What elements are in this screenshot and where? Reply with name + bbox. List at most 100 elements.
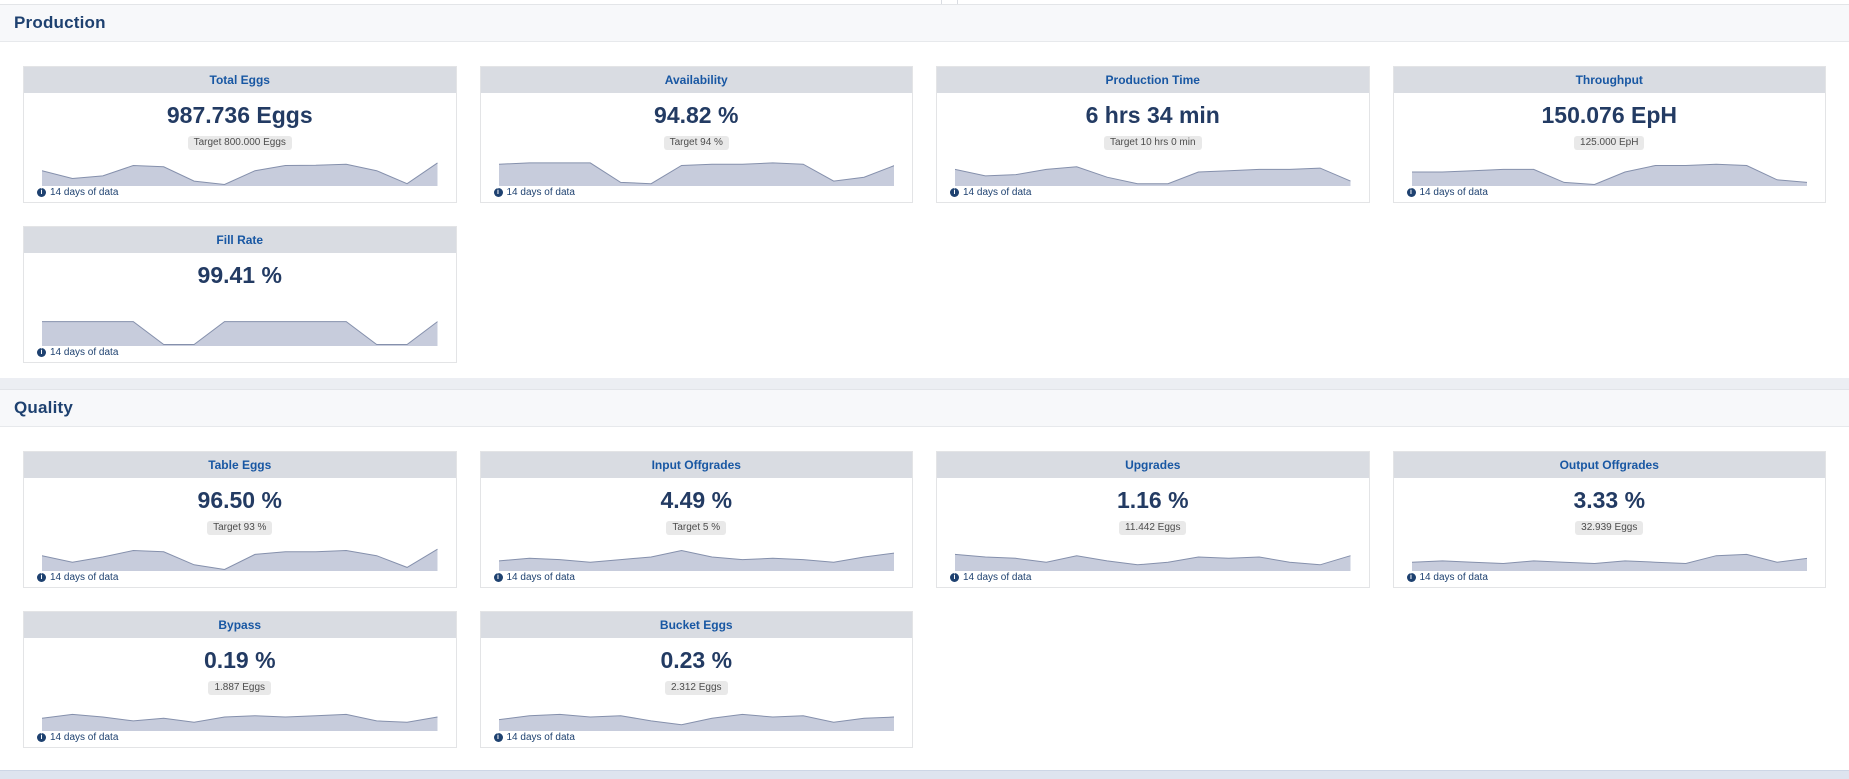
days-of-data-label: 14 days of data — [50, 572, 119, 583]
sparkline-chart — [42, 535, 438, 571]
section-quality: Quality Table Eggs 96.50 % Target 93 % i… — [0, 363, 1849, 748]
kpi-card-title: Bypass — [218, 618, 262, 632]
kpi-card-footer: i 14 days of data — [24, 186, 456, 202]
info-icon[interactable]: i — [37, 348, 46, 357]
kpi-card-header: Availability — [480, 67, 912, 93]
kpi-card[interactable]: Bucket Eggs 0.23 % 2.312 Eggs i 14 days … — [479, 611, 913, 748]
kpi-card[interactable]: Table Eggs 96.50 % Target 93 % i 14 days… — [23, 451, 457, 588]
top-divider-tick — [957, 0, 958, 4]
sparkline-chart — [42, 310, 438, 346]
days-of-data-label: 14 days of data — [963, 187, 1032, 198]
kpi-card-title: Output Offgrades — [1559, 458, 1659, 472]
kpi-card-header: Upgrades — [937, 452, 1369, 478]
kpi-card-footer: i 14 days of data — [481, 186, 913, 202]
kpi-badge-row: 32.939 Eggs — [1394, 517, 1826, 535]
sparkline-svg — [955, 158, 1351, 186]
kpi-badge-row: 11.442 Eggs — [937, 517, 1369, 535]
days-of-data-label: 14 days of data — [963, 572, 1032, 583]
kpi-card-title: Bucket Eggs — [659, 618, 733, 632]
kpi-card-footer: i 14 days of data — [24, 346, 456, 362]
kpi-badge-row: Target 800.000 Eggs — [24, 132, 456, 150]
sparkline-chart — [955, 535, 1351, 571]
info-icon[interactable]: i — [37, 733, 46, 742]
kpi-target-badge: Target 5 % — [666, 521, 727, 535]
top-divider-strip — [0, 0, 1849, 5]
info-icon[interactable]: i — [493, 733, 503, 742]
kpi-target-badge: 32.939 Eggs — [1575, 521, 1644, 535]
kpi-card-title: Total Eggs — [209, 73, 270, 87]
kpi-card-header: Throughput — [1393, 67, 1825, 93]
days-of-data-label: 14 days of data — [506, 187, 575, 198]
kpi-card[interactable]: Output Offgrades 3.33 % 32.939 Eggs i 14… — [1392, 451, 1826, 588]
kpi-badge-row: 1.887 Eggs — [24, 677, 456, 695]
kpi-target-badge: Target 93 % — [207, 521, 273, 535]
kpi-target-badge: Target 10 hrs 0 min — [1103, 136, 1202, 150]
kpi-card[interactable]: Input Offgrades 4.49 % Target 5 % i 14 d… — [479, 451, 913, 588]
kpi-card-title: Input Offgrades — [651, 458, 741, 472]
top-divider-tick — [941, 0, 942, 4]
sparkline-svg — [42, 543, 438, 571]
kpi-card[interactable]: Total Eggs 987.736 Eggs Target 800.000 E… — [23, 66, 457, 203]
kpi-card-footer: i 14 days of data — [1394, 571, 1826, 587]
section-header-production: Production — [0, 5, 1849, 42]
kpi-card[interactable]: Production Time 6 hrs 34 min Target 10 h… — [936, 66, 1370, 203]
days-of-data-label: 14 days of data — [50, 187, 119, 198]
kpi-card-footer: i 14 days of data — [937, 186, 1369, 202]
info-icon[interactable]: i — [493, 188, 503, 197]
kpi-card[interactable]: Bypass 0.19 % 1.887 Eggs i 14 days of da… — [23, 611, 457, 748]
info-icon[interactable]: i — [37, 573, 46, 582]
section-title: Production — [14, 13, 106, 32]
info-icon[interactable]: i — [493, 573, 503, 582]
sparkline-svg — [498, 543, 894, 571]
sparkline-chart — [1411, 150, 1807, 186]
kpi-target-badge: Target 94 % — [663, 136, 729, 150]
kpi-value: 3.33 % — [1573, 487, 1646, 513]
kpi-card-header: Bucket Eggs — [480, 612, 912, 638]
info-icon[interactable]: i — [950, 573, 959, 582]
sparkline-svg — [1411, 158, 1807, 186]
kpi-badge-row: Target 93 % — [24, 517, 456, 535]
sparkline-chart — [498, 695, 894, 731]
kpi-badge-row: 2.312 Eggs — [481, 677, 913, 695]
sparkline-chart — [1411, 535, 1807, 571]
section-production: Production Total Eggs 987.736 Eggs Targe… — [0, 5, 1849, 363]
kpi-card[interactable]: Availability 94.82 % Target 94 % i 14 da… — [479, 66, 913, 203]
kpi-card[interactable]: Upgrades 1.16 % 11.442 Eggs i 14 days of… — [936, 451, 1370, 588]
kpi-value: 0.19 % — [203, 647, 276, 673]
kpi-value: 1.16 % — [1116, 487, 1189, 513]
sparkline-svg — [42, 318, 438, 346]
sparkline-chart — [42, 695, 438, 731]
info-icon[interactable]: i — [950, 188, 959, 197]
kpi-badge-row: Target 10 hrs 0 min — [937, 132, 1369, 150]
kpi-card-footer: i 14 days of data — [24, 731, 456, 747]
sparkline-chart — [42, 150, 438, 186]
bottom-padding — [0, 748, 1849, 770]
kpi-card-header: Fill Rate — [24, 227, 456, 253]
sparkline-svg — [42, 703, 438, 731]
kpi-target-badge: 2.312 Eggs — [664, 681, 728, 695]
kpi-card-title: Production Time — [1105, 73, 1200, 87]
kpi-card[interactable]: Throughput 150.076 EpH 125.000 EpH i 14 … — [1392, 66, 1826, 203]
kpi-card-title: Availability — [664, 73, 728, 87]
kpi-value: 0.23 % — [660, 647, 733, 673]
sparkline-chart — [955, 150, 1351, 186]
days-of-data-label: 14 days of data — [506, 732, 575, 743]
kpi-card[interactable]: Fill Rate 99.41 % i 14 days of data — [23, 226, 457, 363]
sparkline-svg — [498, 703, 894, 731]
sparkline-svg — [42, 158, 438, 186]
kpi-card-header: Bypass — [24, 612, 456, 638]
kpi-card-footer: i 14 days of data — [481, 571, 913, 587]
info-icon[interactable]: i — [37, 188, 46, 197]
section-header-quality: Quality — [0, 390, 1849, 427]
info-icon[interactable]: i — [1406, 573, 1416, 582]
bottom-scroll-strip[interactable] — [0, 770, 1849, 779]
kpi-badge-row: Target 94 % — [481, 132, 913, 150]
days-of-data-label: 14 days of data — [50, 732, 119, 743]
kpi-target-badge: 125.000 EpH — [1574, 136, 1645, 150]
kpi-value: 94.82 % — [654, 102, 739, 128]
kpi-value: 99.41 % — [197, 262, 282, 288]
days-of-data-label: 14 days of data — [50, 347, 119, 358]
info-icon[interactable]: i — [1406, 188, 1416, 197]
days-of-data-label: 14 days of data — [1419, 187, 1488, 198]
